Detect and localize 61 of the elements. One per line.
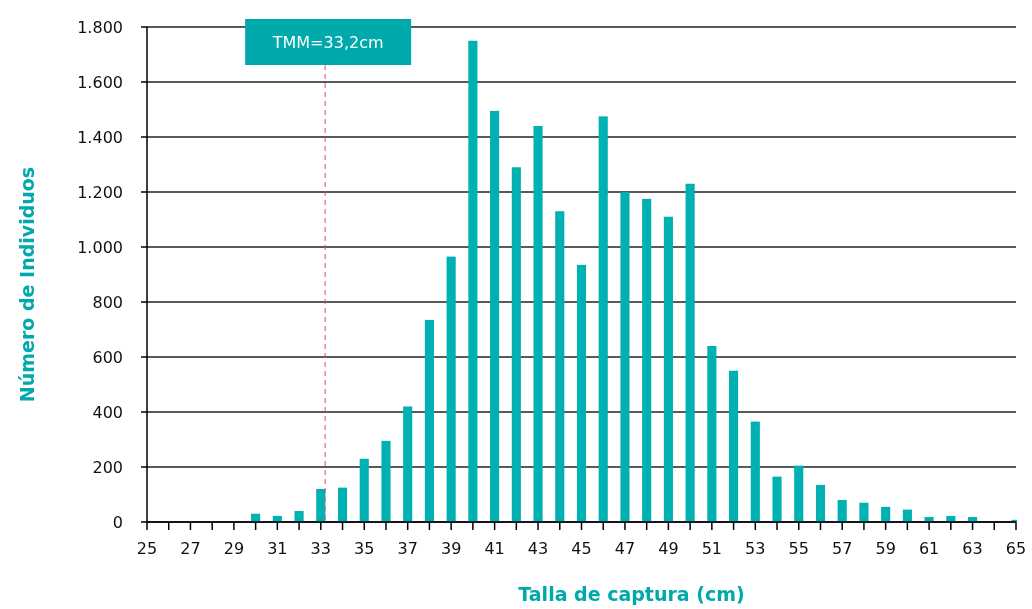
bar [663,216,673,522]
x-tick-label: 51 [701,539,723,558]
bar [598,116,608,522]
bar [837,500,847,522]
bar [881,506,891,522]
bar [859,502,869,522]
x-tick-label: 63 [962,539,983,558]
bar [490,110,500,522]
x-tick-label: 25 [136,539,158,558]
x-tick-label: 31 [267,539,288,558]
bar [750,421,760,522]
y-tick-label: 1.600 [77,73,123,92]
y-tick-label: 0 [112,513,123,532]
x-tick-label: 41 [484,539,505,558]
ref-line-label: TMM=33,2cm [271,33,384,52]
bar [815,484,826,522]
bar [576,264,587,522]
x-tick-label: 39 [440,539,462,558]
bar [555,211,565,522]
x-tick-label: 49 [658,539,679,558]
bar [620,192,630,522]
y-axis-title: Número de Individuos [16,166,38,403]
y-tick-label: 1.000 [77,238,123,257]
y-tick-label: 1.800 [77,18,123,37]
y-tick-label: 1.400 [77,128,123,147]
bar [707,346,717,522]
bar [294,511,304,522]
x-tick-label: 37 [397,539,418,558]
y-tick-label: 800 [92,293,123,312]
x-tick-label: 57 [832,539,853,558]
y-tick-label: 400 [92,403,123,422]
x-tick-label: 43 [527,539,549,558]
x-tick-label: 29 [223,539,245,558]
bar [337,487,348,522]
x-tick-label: 53 [745,539,766,558]
bar [403,406,413,522]
x-tick-label: 47 [614,539,636,558]
bar [424,319,434,522]
y-tick-label: 200 [92,458,123,477]
x-tick-label: 45 [571,539,592,558]
bar [468,40,478,522]
bar [359,458,369,522]
x-tick-label: 59 [875,539,896,558]
x-tick-label: 33 [310,539,331,558]
x-axis-title: Talla de captura (cm) [518,583,745,605]
x-tick-label: 65 [1005,539,1027,558]
y-tick-label: 1.200 [77,183,123,202]
bar [446,256,456,522]
bar [511,167,521,522]
x-tick-label: 61 [918,539,940,558]
bar [642,198,652,522]
bar [729,370,739,522]
bar [794,465,804,522]
y-tick-label: 600 [92,348,123,367]
x-tick-label: 55 [788,539,809,558]
bar [772,476,782,522]
bar [381,440,391,522]
bar [685,183,695,522]
x-tick-label: 35 [354,539,375,558]
bar [533,126,543,522]
x-tick-label: 27 [180,539,201,558]
